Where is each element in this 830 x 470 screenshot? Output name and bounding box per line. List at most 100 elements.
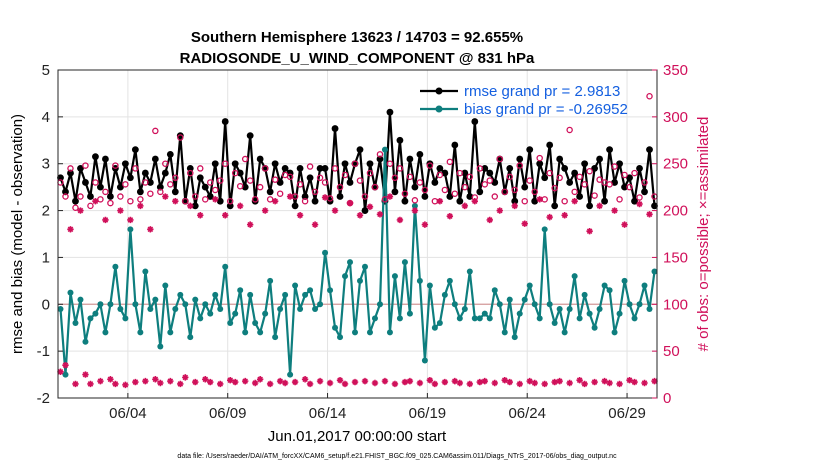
- series-3-point-18: [147, 226, 154, 233]
- series-2-point-111: [611, 163, 618, 170]
- series-0-point-90: [506, 165, 514, 172]
- series-0-point-78: [446, 193, 454, 200]
- series-2-point-108: [596, 176, 603, 183]
- series-3-point-90: [506, 378, 513, 386]
- series-3-point-110: [606, 379, 613, 387]
- series-2-point-60: [356, 177, 364, 184]
- series-0-point-44: [276, 179, 284, 186]
- series-0-point-17: [141, 169, 149, 177]
- series-0-point-112: [616, 160, 623, 168]
- series-1-point-98: [546, 301, 553, 308]
- series-1-point-75: [431, 324, 438, 331]
- series-1-point-110: [606, 287, 613, 294]
- series-0-point-13: [121, 160, 129, 168]
- series-3-point-48: [296, 212, 304, 219]
- series-0-point-15: [131, 146, 139, 154]
- series-3-point-87: [491, 379, 498, 387]
- series-1-point-115: [631, 315, 638, 322]
- series-1-point-72: [416, 277, 423, 284]
- series-1-point-71: [411, 202, 418, 209]
- series-0-point-1: [62, 188, 69, 196]
- series-3-point-10: [107, 376, 114, 383]
- series-3-point-40: [256, 376, 264, 383]
- series-0-point-43: [271, 160, 279, 168]
- series-layer: [57, 92, 658, 389]
- series-1-point-23: [172, 305, 179, 312]
- series-1-point-21: [162, 282, 169, 289]
- series-3-point-78: [446, 212, 454, 220]
- series-3-point-94: [526, 377, 533, 385]
- series-1-point-61: [361, 263, 368, 270]
- series-0-point-108: [596, 155, 603, 163]
- series-3-point-101: [561, 212, 568, 219]
- series-0-point-38: [246, 132, 254, 140]
- series-3-point-115: [631, 378, 638, 386]
- series-3-point-65: [381, 377, 389, 385]
- series-1-point-12: [117, 305, 124, 312]
- series-0-point-12: [116, 183, 124, 191]
- series-1-point-11: [112, 263, 119, 270]
- series-2-point-114: [626, 183, 633, 191]
- series-3-point-92: [516, 380, 523, 388]
- series-2-point-64: [376, 151, 384, 158]
- series-2-point-21: [162, 160, 169, 167]
- y-tick-label-1: -1: [37, 343, 50, 360]
- series-1-point-95: [531, 301, 538, 308]
- series-1-point-17: [142, 268, 149, 275]
- series-1-point-106: [586, 310, 593, 317]
- series-2-point-33: [221, 160, 229, 167]
- series-3-point-11: [112, 380, 119, 388]
- series-0-point-67: [391, 188, 399, 196]
- series-2-point-40: [256, 183, 264, 191]
- series-1-point-66: [386, 329, 393, 336]
- series-2-point-36: [236, 182, 244, 190]
- series-2-point-20: [157, 188, 164, 196]
- series-3-point-109: [601, 377, 608, 385]
- series-1-point-67: [391, 273, 398, 280]
- series-0-point-31: [211, 160, 219, 168]
- series-2-point-4: [77, 193, 84, 200]
- chart-subtitle: RADIOSONDE_U_WIND_COMPONENT @ 831 hPa: [180, 50, 535, 67]
- y-right-tick-label-2: 100: [663, 296, 688, 313]
- series-3-point-111: [611, 207, 618, 214]
- series-0-point-92: [516, 155, 524, 163]
- series-3-point-50: [306, 380, 314, 388]
- series-1-point-2: [67, 289, 74, 296]
- series-2-point-61: [361, 193, 369, 200]
- series-0-point-10: [107, 193, 114, 200]
- series-3-point-69: [401, 378, 409, 386]
- series-2-point-57: [341, 171, 349, 179]
- series-2-point-88: [496, 155, 504, 163]
- series-3-point-25: [182, 374, 189, 381]
- y-right-tick-label-1: 50: [663, 343, 680, 360]
- series-0-point-107: [591, 165, 599, 172]
- y-right-tick-label-0: 0: [663, 390, 671, 407]
- series-3-point-95: [531, 379, 538, 387]
- series-1-point-60: [356, 277, 363, 284]
- series-0-point-102: [566, 179, 574, 186]
- y-right-tick-label-4: 200: [663, 203, 688, 220]
- series-1-point-100: [556, 305, 563, 312]
- series-2-point-17: [142, 179, 149, 186]
- series-3-point-59: [351, 378, 359, 386]
- series-1-point-34: [227, 320, 234, 327]
- series-2-point-28: [197, 165, 204, 172]
- series-2-point-106: [586, 167, 593, 175]
- series-2-point-70: [406, 173, 414, 181]
- series-2-point-66: [386, 160, 394, 167]
- series-1-point-64: [376, 301, 383, 308]
- series-3-point-15: [132, 378, 139, 386]
- series-3-point-21: [162, 193, 169, 200]
- series-0-point-87: [491, 179, 499, 186]
- series-3-point-9: [102, 216, 109, 224]
- x-tick-label-2: 06/14: [309, 405, 347, 422]
- series-2-point-29: [202, 196, 209, 203]
- series-2-point-93: [521, 197, 528, 205]
- chart-title: Southern Hemisphere 13623 / 14703 = 92.6…: [191, 29, 523, 46]
- legend: rmse grand pr = 2.9813 bias grand pr = -…: [420, 83, 628, 118]
- series-3-point-46: [286, 193, 294, 200]
- series-1-point-116: [636, 301, 643, 308]
- series-0-point-81: [461, 169, 469, 177]
- series-3-point-52: [316, 377, 324, 385]
- series-2-point-34: [226, 197, 234, 205]
